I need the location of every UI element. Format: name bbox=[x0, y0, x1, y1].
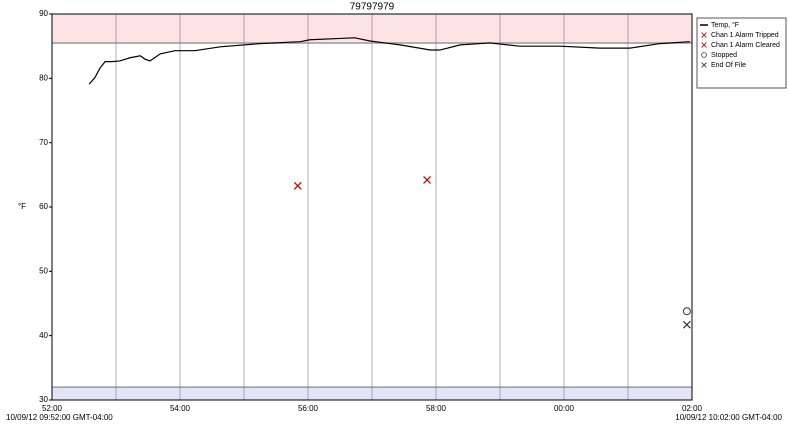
y-tick-label: 90 bbox=[39, 9, 48, 18]
legend-swatch bbox=[701, 42, 707, 48]
y-tick-label: 60 bbox=[39, 202, 48, 211]
x-tick-label: 02:00 bbox=[682, 404, 703, 413]
legend-swatch bbox=[701, 52, 707, 58]
legend-label: Temp, °F bbox=[711, 21, 739, 29]
data-point bbox=[423, 176, 431, 184]
y-tick-label: 30 bbox=[39, 395, 48, 404]
x-tick-label: 00:00 bbox=[554, 404, 575, 413]
x-tick-label: 54:00 bbox=[170, 404, 191, 413]
legend-box bbox=[696, 17, 787, 89]
x-tick-label: 56:00 bbox=[298, 404, 319, 413]
start-label: 10/09/12 09:52:00 GMT-04:00 bbox=[6, 413, 113, 422]
data-point bbox=[682, 307, 691, 316]
y-axis-label: °F bbox=[18, 202, 26, 211]
y-tick-label: 80 bbox=[39, 73, 48, 82]
x-tick-label: 52:00 bbox=[42, 404, 63, 413]
legend-label: Chan 1 Alarm Cleared bbox=[711, 42, 780, 49]
plot-frame bbox=[51, 13, 693, 401]
legend-swatch bbox=[701, 62, 707, 68]
data-line bbox=[88, 37, 691, 85]
data-point bbox=[293, 181, 302, 190]
end-label: 10/09/12 10:02:00 GMT-04:00 bbox=[675, 413, 782, 422]
legend-label: Stopped bbox=[711, 52, 737, 59]
legend-swatch bbox=[701, 32, 707, 38]
chart-title: 79797979 bbox=[350, 2, 395, 13]
data-point bbox=[682, 320, 691, 329]
x-tick-label: 58:00 bbox=[426, 404, 447, 413]
y-tick-label: 50 bbox=[39, 266, 48, 275]
legend-label: Chan 1 Alarm Tripped bbox=[711, 32, 779, 39]
y-tick-label: 40 bbox=[39, 331, 48, 340]
legend-label: End Of File bbox=[711, 62, 746, 69]
y-tick-label: 70 bbox=[39, 138, 48, 147]
